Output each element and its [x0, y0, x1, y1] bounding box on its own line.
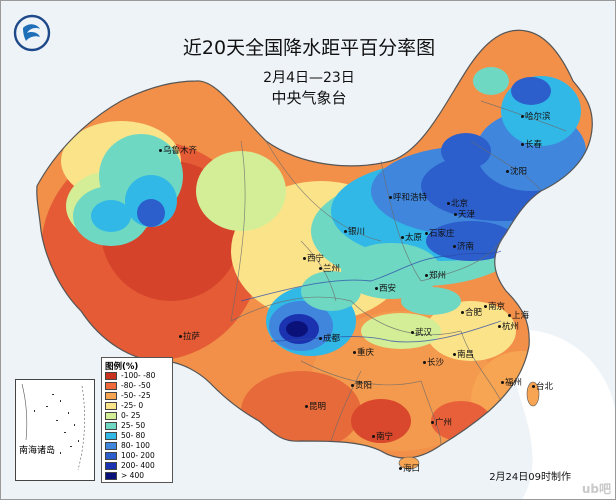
legend-title: 图例(%): [105, 362, 139, 372]
legend: 图例(%) -100- -80 -80- -50 -50- -25 -25- 0…: [101, 357, 173, 483]
city-label: 石家庄: [425, 230, 455, 239]
legend-item: -80- -50: [105, 381, 171, 391]
city-label: 重庆: [353, 349, 374, 358]
city-label: 西安: [375, 285, 396, 294]
city-label: 天津: [454, 211, 475, 220]
legend-swatch: [105, 392, 117, 400]
legend-swatch: [105, 402, 117, 410]
city-label: 济南: [453, 243, 474, 252]
legend-item: 0- 25: [105, 411, 171, 421]
legend-item: 100- 200: [105, 451, 171, 461]
legend-item: -100- -80: [105, 371, 171, 381]
legend-item: -50- -25: [105, 391, 171, 401]
city-label: 武汉: [411, 329, 432, 338]
legend-swatch: [105, 422, 117, 430]
city-label: 贵阳: [351, 382, 372, 391]
legend-item: -25- 0: [105, 401, 171, 411]
city-label: 乌鲁木齐: [159, 147, 197, 156]
city-label: 台北: [532, 383, 553, 392]
production-time: 2月24日09时制作: [489, 472, 571, 483]
city-label: 广州: [431, 419, 452, 428]
date-range: 2月4日—23日: [263, 70, 355, 86]
city-label: 拉萨: [179, 333, 200, 342]
city-label: 南昌: [453, 351, 474, 360]
legend-swatch: [105, 432, 117, 440]
cma-logo-icon: [13, 14, 51, 52]
city-label: 杭州: [498, 323, 519, 332]
city-label: 长沙: [423, 359, 444, 368]
watermark: ub吧: [581, 482, 611, 496]
city-label: 上海: [508, 312, 529, 321]
city-label: 呼和浩特: [389, 194, 427, 203]
map-title: 近20天全国降水距平百分率图: [182, 37, 436, 59]
south-china-sea-inset: 南海诸岛: [15, 379, 95, 481]
inset-islands: [21, 383, 85, 471]
city-label: 昆明: [305, 403, 326, 412]
legend-swatch: [105, 452, 117, 460]
legend-item: 200- 400: [105, 461, 171, 471]
legend-swatch: [105, 472, 117, 480]
city-label: 福州: [501, 379, 522, 388]
city-label: 沈阳: [506, 168, 527, 177]
city-label: 哈尔滨: [521, 113, 551, 122]
legend-item: 25- 50: [105, 421, 171, 431]
legend-swatch: [105, 412, 117, 420]
legend-item: > 400: [105, 471, 171, 481]
city-label: 南京: [484, 303, 505, 312]
legend-swatch: [105, 382, 117, 390]
legend-swatch: [105, 442, 117, 450]
city-label: 郑州: [425, 272, 446, 281]
publisher: 中央气象台: [271, 89, 347, 107]
legend-swatch: [105, 462, 117, 470]
city-label: 银川: [344, 228, 365, 237]
city-label: 太原: [401, 234, 422, 243]
city-label: 合肥: [461, 309, 482, 318]
legend-item: 80- 100: [105, 441, 171, 451]
city-label: 北京: [447, 200, 468, 209]
city-label: 南宁: [372, 433, 393, 442]
legend-swatch: [105, 372, 117, 380]
city-label: 兰州: [319, 265, 340, 274]
inset-label: 南海诸岛: [19, 446, 56, 456]
city-label: 西宁: [303, 255, 324, 264]
city-label: 海口: [399, 465, 420, 474]
city-label: 长春: [521, 141, 542, 150]
legend-item: 50- 80: [105, 431, 171, 441]
city-label: 成都: [319, 335, 340, 344]
